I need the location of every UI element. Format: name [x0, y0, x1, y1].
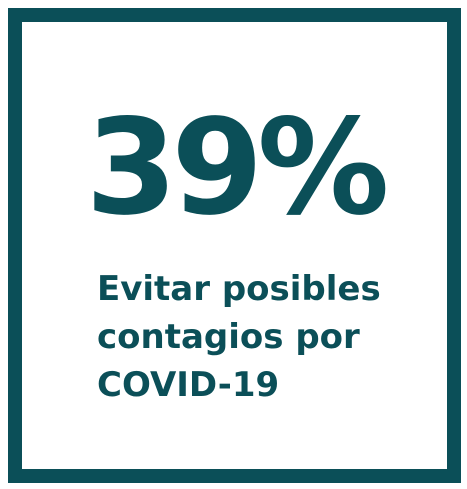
label-line: Evitar posibles: [97, 269, 381, 309]
label-line: COVID-19: [97, 365, 280, 405]
stat-value: 39%: [85, 91, 390, 245]
label-line: contagios por: [97, 317, 360, 357]
stat-label: Evitar posibles contagios por COVID-19: [97, 265, 381, 409]
stat-card: 39% Evitar posibles contagios por COVID-…: [8, 8, 461, 483]
